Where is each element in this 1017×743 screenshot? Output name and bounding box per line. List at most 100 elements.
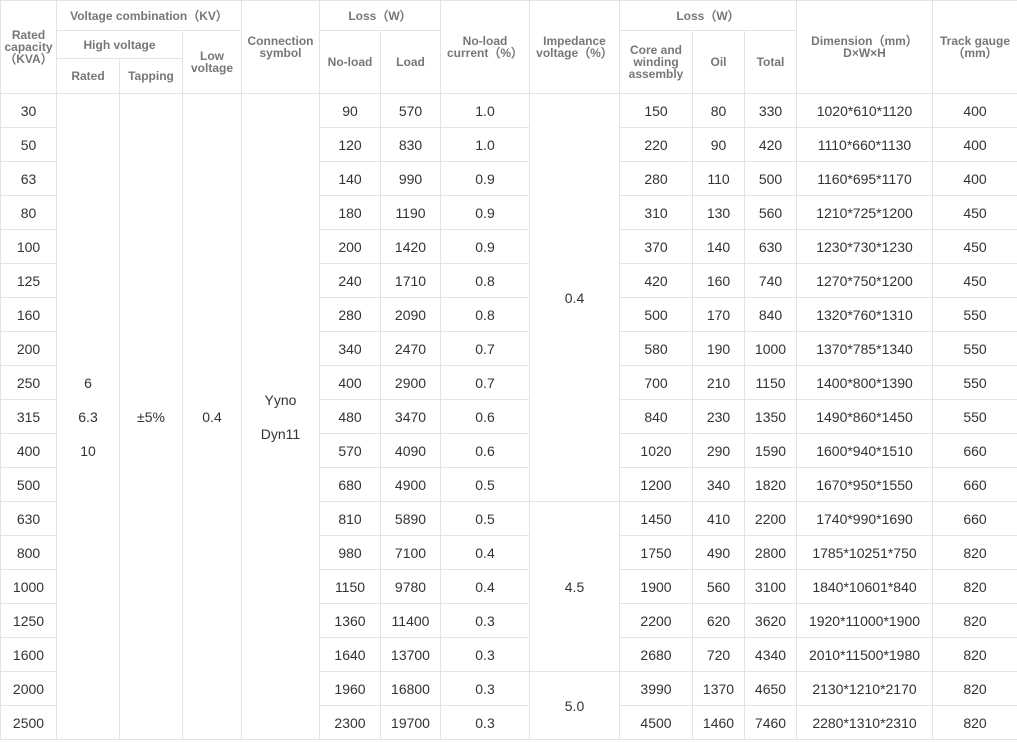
table-row: 630 810 5890 0.5 4.5 1450 410 2200 1740*990*1690… <box>0 501 1017 672</box>
cell: 290 <box>692 433 745 468</box>
header-cell: Loss（W） <box>319 0 441 31</box>
cell: 2000 <box>0 671 57 706</box>
table-row: 50 120 830 1.0 220 90 420 1110*660*1130 400 <box>0 127 1017 162</box>
cell: 1670*950*1550 <box>796 467 933 502</box>
cell: 90 <box>319 93 381 128</box>
cell: 130 <box>692 195 745 230</box>
cell: 2010*11500*1980 <box>796 637 933 672</box>
cell: 1150 <box>319 569 381 604</box>
cell: 660 <box>932 433 1017 468</box>
cell: 140 <box>319 161 381 196</box>
cell: 1960 <box>319 671 381 706</box>
header-cell: Rated capacity（KVA） <box>0 0 57 94</box>
cell-line: 10 <box>80 442 96 459</box>
table-row: 1600 1640 13700 0.3 2680 720 4340 2010*11500*19… <box>0 637 1017 672</box>
header-cell: Low voltage <box>182 30 242 94</box>
cell: 120 <box>319 127 381 162</box>
cell: 1420 <box>380 229 441 264</box>
cell: 100 <box>0 229 57 264</box>
merged-cell: 4.5 <box>529 501 620 672</box>
table-row: 30 6 6.3 10 ±5% 0.4 Yyno Dyn11 90 570 1.0 0.4 150 80 3… <box>0 93 1017 740</box>
table-row: 80 180 1190 0.9 310 130 560 1210*725*1200 450 <box>0 195 1017 230</box>
header-cell: No-load <box>319 30 381 94</box>
cell: 400 <box>0 433 57 468</box>
cell: 660 <box>932 501 1017 536</box>
cell: 830 <box>380 127 441 162</box>
cell: 400 <box>932 93 1017 128</box>
merged-cell: 5.0 <box>529 671 620 740</box>
cell: 1150 <box>744 365 797 400</box>
cell: 0.3 <box>440 705 530 740</box>
cell: 240 <box>319 263 381 298</box>
cell: 0.4 <box>440 569 530 604</box>
cell: 1350 <box>744 399 797 434</box>
cell: 125 <box>0 263 57 298</box>
cell: 160 <box>0 297 57 332</box>
cell: 1270*750*1200 <box>796 263 933 298</box>
cell: 490 <box>692 535 745 570</box>
cell: 1020*610*1120 <box>796 93 933 128</box>
cell: 980 <box>319 535 381 570</box>
table-row: 200 340 2470 0.7 580 190 1000 1370*785*1340 550 <box>0 331 1017 366</box>
header-cell: Track gauge（mm） <box>932 0 1017 94</box>
table-body: 30 6 6.3 10 ±5% 0.4 Yyno Dyn11 90 570 1.0 0.4 150 80 3… <box>0 93 1017 740</box>
cell: 550 <box>932 365 1017 400</box>
header-cell: Total <box>744 30 797 94</box>
cell: 1740*990*1690 <box>796 501 933 536</box>
cell: 220 <box>619 127 693 162</box>
cell: 30 <box>0 93 57 128</box>
cell: 400 <box>932 161 1017 196</box>
table-row: 500 680 4900 0.5 1200 340 1820 1670*950*1550 660 <box>0 467 1017 502</box>
cell: 1600*940*1510 <box>796 433 933 468</box>
cell: 500 <box>744 161 797 196</box>
cell: 1450 <box>619 501 693 536</box>
cell: 1460 <box>692 705 745 740</box>
cell: 200 <box>0 331 57 366</box>
cell: 820 <box>932 671 1017 706</box>
table-row: 160 280 2090 0.8 500 170 840 1320*760*1310 550 <box>0 297 1017 332</box>
cell: 0.3 <box>440 671 530 706</box>
cell: 170 <box>692 297 745 332</box>
merged-cell: 0.4 <box>182 93 242 740</box>
table-row: 250 400 2900 0.7 700 210 1150 1400*800*1390 550 <box>0 365 1017 400</box>
cell-line: 6 <box>84 374 92 391</box>
cell: 1490*860*1450 <box>796 399 933 434</box>
cell: 2200 <box>744 501 797 536</box>
cell: 2130*1210*2170 <box>796 671 933 706</box>
cell: 2470 <box>380 331 441 366</box>
header-cell: No-load current（%） <box>440 0 530 94</box>
cell: 990 <box>380 161 441 196</box>
header-cell: Core and winding assembly <box>619 30 693 94</box>
cell: 1250 <box>0 603 57 638</box>
cell: 1750 <box>619 535 693 570</box>
cell: 2280*1310*2310 <box>796 705 933 740</box>
cell: 1200 <box>619 467 693 502</box>
cell: 0.5 <box>440 501 530 536</box>
cell: 1370*785*1340 <box>796 331 933 366</box>
cell: 680 <box>319 467 381 502</box>
cell: 1920*11000*1900 <box>796 603 933 638</box>
cell: 450 <box>932 263 1017 298</box>
cell: 0.9 <box>440 161 530 196</box>
cell: 4090 <box>380 433 441 468</box>
table-row: 2000 1960 16800 0.3 5.0 3990 1370 4650 2130*1210… <box>0 671 1017 740</box>
header-cell: Connection symbol <box>241 0 320 94</box>
table-header: Rated capacity（KVA） Voltage combination（… <box>0 0 1017 94</box>
cell-line: Yyno <box>264 391 297 408</box>
cell: 1230*730*1230 <box>796 229 933 264</box>
cell: 1400*800*1390 <box>796 365 933 400</box>
cell: 9780 <box>380 569 441 604</box>
cell: 1190 <box>380 195 441 230</box>
cell: 480 <box>319 399 381 434</box>
cell: 2900 <box>380 365 441 400</box>
header-cell: Rated <box>56 58 120 94</box>
cell: 450 <box>932 229 1017 264</box>
cell: 840 <box>744 297 797 332</box>
cell: 4500 <box>619 705 693 740</box>
cell: 0.3 <box>440 637 530 672</box>
cell: 500 <box>0 467 57 502</box>
cell: 80 <box>0 195 57 230</box>
table-row: 2500 2300 19700 0.3 4500 1460 7460 2280*1310*23… <box>0 705 1017 740</box>
cell: 280 <box>619 161 693 196</box>
cell: 1785*10251*750 <box>796 535 933 570</box>
